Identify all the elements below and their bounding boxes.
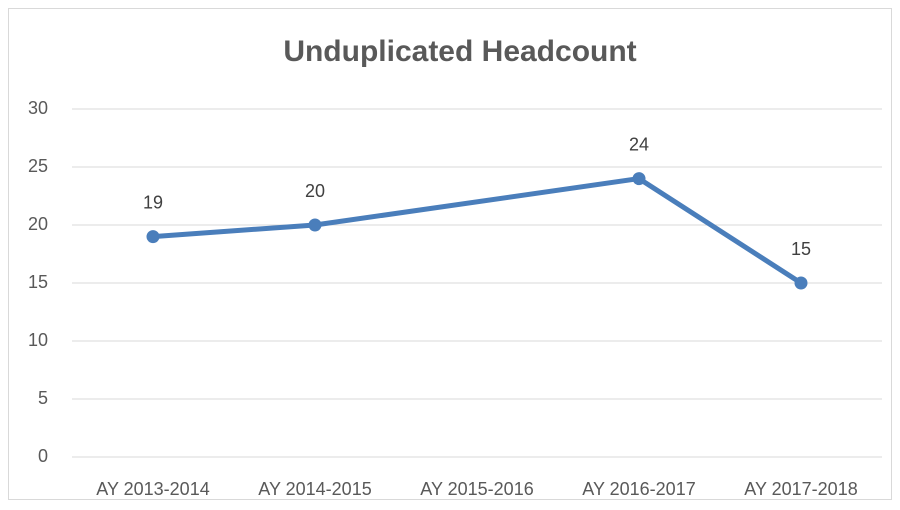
y-tick-label: 0 [38,446,48,466]
y-tick-label: 25 [28,156,48,176]
data-label: 24 [629,134,649,154]
data-point [632,172,646,186]
series-line [150,176,804,286]
x-tick-label: AY 2014-2015 [258,479,371,499]
y-tick-label: 10 [28,330,48,350]
y-tick-label: 30 [28,98,48,118]
chart-title: Unduplicated Headcount [283,35,636,68]
x-tick-label: AY 2016-2017 [582,479,695,499]
x-tick-label: AY 2015-2016 [420,479,533,499]
data-point [146,230,160,244]
y-tick-label: 20 [28,214,48,234]
x-tick-label: AY 2013-2014 [96,479,209,499]
data-label: 19 [143,192,163,212]
data-point [794,276,808,290]
data-label: 20 [305,181,325,201]
chart-border [8,8,892,500]
y-tick-label: 5 [38,388,48,408]
y-tick-label: 15 [28,272,48,292]
data-point [308,218,322,232]
data-label: 15 [791,239,811,259]
x-tick-label: AY 2017-2018 [744,479,857,499]
